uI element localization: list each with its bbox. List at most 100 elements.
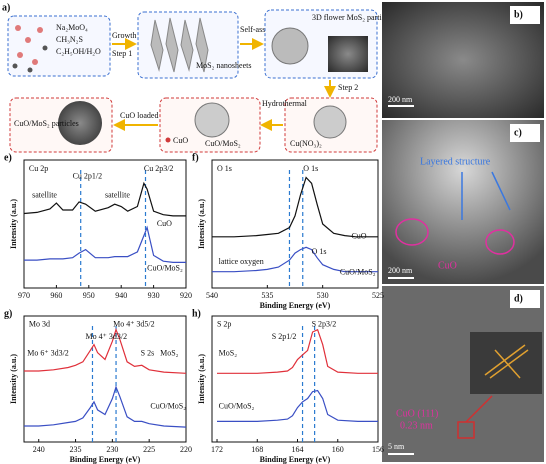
annotation: O 1s xyxy=(312,247,327,256)
spectrum-line xyxy=(24,327,187,374)
annotation: S 2p3/2 xyxy=(312,320,337,329)
sem-inset xyxy=(328,36,368,72)
panel-c: c) Layered structure CuO 200 nm xyxy=(382,120,544,284)
step-label: Step 2 xyxy=(338,83,358,92)
step-label: Hydrothermal xyxy=(262,99,308,108)
x-tick-label: 235 xyxy=(70,445,82,454)
flower xyxy=(194,102,230,138)
x-tick-label: 156 xyxy=(372,445,384,454)
x-tick-label: 950 xyxy=(83,291,95,300)
annotation: O 1s xyxy=(303,164,318,173)
y-axis-label: Intensity (a.u.) xyxy=(9,354,18,404)
annotation: MoS₂ xyxy=(219,349,238,358)
panel-label: a) xyxy=(2,2,10,13)
step-label: Step 1 xyxy=(112,49,132,58)
label-bg xyxy=(510,6,540,24)
plot-frame xyxy=(211,159,379,289)
x-tick-label: 535 xyxy=(261,291,273,300)
scale-label: 5 nm xyxy=(388,442,405,451)
label-bg xyxy=(510,124,540,142)
sem-inset xyxy=(58,101,102,145)
spectrum-line xyxy=(24,225,186,263)
plot-frame xyxy=(23,159,187,289)
x-tick-label: 970 xyxy=(18,291,30,300)
x-tick-label: 225 xyxy=(143,445,155,454)
x-tick-label: 240 xyxy=(33,445,45,454)
x-tick-label: 540 xyxy=(206,291,218,300)
annotation: satellite xyxy=(105,191,130,200)
reagent: CH₃N₂S xyxy=(56,35,83,44)
x-tick-label: 160 xyxy=(332,445,344,454)
annotation: CuO/MoS₂ xyxy=(219,402,255,411)
annotation: Mo 6⁺ 3d3/2 xyxy=(27,349,69,358)
flower xyxy=(271,27,309,65)
x-axis-label: Binding Energy (eV) xyxy=(260,301,331,310)
annotation: Layered structure xyxy=(420,156,491,167)
annotation: CuO/MoS₂ xyxy=(340,267,376,276)
caption: CuO/MoS₂ particles xyxy=(14,119,79,128)
annotation: Cu 2p1/2 xyxy=(73,171,103,180)
x-tick-label: 940 xyxy=(115,291,127,300)
spectrum-line xyxy=(23,181,186,217)
x-axis-label: Binding Energy (eV) xyxy=(260,455,331,464)
caption: Cu(NO₃)₂ xyxy=(290,139,322,148)
x-tick-label: 960 xyxy=(50,291,62,300)
spectrum-line xyxy=(217,328,378,374)
annotation: S 2p xyxy=(217,320,231,329)
x-tick-label: 168 xyxy=(251,445,263,454)
arrow xyxy=(491,171,511,211)
annotation: Mo 4⁺ 3d5/2 xyxy=(113,320,155,329)
highlight xyxy=(485,229,515,255)
annotation: CuO/MoS₂ xyxy=(147,264,183,273)
step-label: CuO loaded xyxy=(120,111,158,120)
x-tick-label: 920 xyxy=(180,291,192,300)
x-tick-label: 930 xyxy=(148,291,160,300)
panel-label: c) xyxy=(514,127,522,138)
scale-label: 200 nm xyxy=(388,95,413,104)
flower xyxy=(313,105,347,139)
annotation: Mo 3d xyxy=(29,320,50,329)
annotation: CuO/MoS₂ xyxy=(150,402,186,411)
panel-label: e) xyxy=(4,152,12,163)
cuo-dot xyxy=(165,137,171,143)
panel-a: a) Na₂MoO₄ CH₃N₂S C₂H₅OH/H₂O Growth Step… xyxy=(2,2,394,153)
spectrum-line xyxy=(24,385,187,428)
label-bg xyxy=(510,290,540,308)
annotation: Cu 2p3/2 xyxy=(144,164,174,173)
x-tick-label: 530 xyxy=(317,291,329,300)
x-tick-label: 525 xyxy=(372,291,384,300)
plot-frame xyxy=(211,315,379,443)
lattice-lines xyxy=(484,344,529,379)
y-axis-label: Intensity (a.u.) xyxy=(9,199,18,249)
annotation: Cu 2p xyxy=(29,164,48,173)
x-tick-label: 164 xyxy=(292,445,304,454)
annotation: S 2s xyxy=(141,349,155,358)
scale-label: 200 nm xyxy=(388,266,413,275)
particles xyxy=(12,25,48,73)
annotation: O 1s xyxy=(217,164,232,173)
arrow xyxy=(465,395,493,423)
caption: CuO/MoS₂ xyxy=(205,139,241,148)
spectrum-line xyxy=(212,176,378,238)
x-axis-label: Binding Energy (eV) xyxy=(70,455,141,464)
panel-d: d) CuO (111) 0.23 nm 5 nm xyxy=(382,286,544,462)
nanosheets xyxy=(150,17,209,73)
caption: MoS₂ nanosheets xyxy=(196,61,251,70)
tem-image xyxy=(382,120,544,284)
reagent: Na₂MoO₄ xyxy=(56,23,88,32)
y-axis-label: Intensity (a.u.) xyxy=(197,199,206,249)
annotation: lattice oxygen xyxy=(219,257,264,266)
x-tick-label: 172 xyxy=(211,445,223,454)
y-axis-label: Intensity (a.u.) xyxy=(197,354,206,404)
annotation: CuO (111) xyxy=(396,408,438,419)
step-label: Self-assembly xyxy=(240,25,285,34)
reagent: C₂H₅OH/H₂O xyxy=(56,47,101,56)
annotation: MoS₂ xyxy=(160,349,179,358)
x-tick-label: 230 xyxy=(106,445,118,454)
caption: 3D flower MoS₂ particles xyxy=(312,13,394,22)
annotation: S 2p1/2 xyxy=(272,332,297,341)
panel-label: f) xyxy=(192,152,199,163)
annotation: CuO xyxy=(351,232,366,241)
annotation: CuO xyxy=(438,260,457,271)
